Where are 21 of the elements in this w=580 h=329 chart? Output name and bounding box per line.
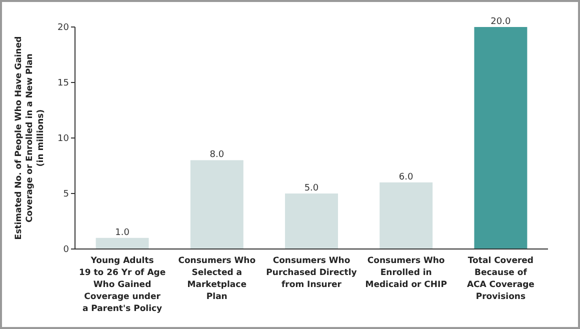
x-tick-label: Consumers Who Selected a Marketplace Plan (178, 256, 256, 302)
y-tick-label: 15 (58, 78, 69, 89)
data-label: 6.0 (398, 172, 414, 182)
x-tick-label: Consumers Who Enrolled in Medicaid or CHIP (365, 256, 447, 290)
bar (285, 194, 338, 249)
y-tick-label: 10 (58, 134, 70, 144)
data-label: 8.0 (210, 150, 224, 160)
y-tick-label: 5 (63, 190, 69, 200)
bar (380, 182, 433, 249)
data-label: 1.0 (115, 228, 130, 238)
y-tick-label: 0 (63, 245, 70, 256)
x-tick-label: Consumers Who Purchased Directly from Insurer (266, 256, 358, 290)
bar (96, 238, 149, 249)
x-tick-label: Total Covered Because of ACA Coverage Provisions (466, 256, 535, 302)
y-tick-label: 20 (58, 23, 70, 34)
bar (474, 27, 528, 249)
x-tick-label: Young Adults 19 to 26 Yr of Age Who Gained Coverage under a Parent's Policy (78, 256, 166, 314)
y-axis-title: Estimated No. of People Who Have Gained Coverage or Enrolled in a New Plan (in millions) (14, 36, 46, 240)
bar (190, 160, 244, 249)
data-label: 5.0 (304, 184, 319, 194)
data-label: 20.0 (490, 17, 511, 27)
